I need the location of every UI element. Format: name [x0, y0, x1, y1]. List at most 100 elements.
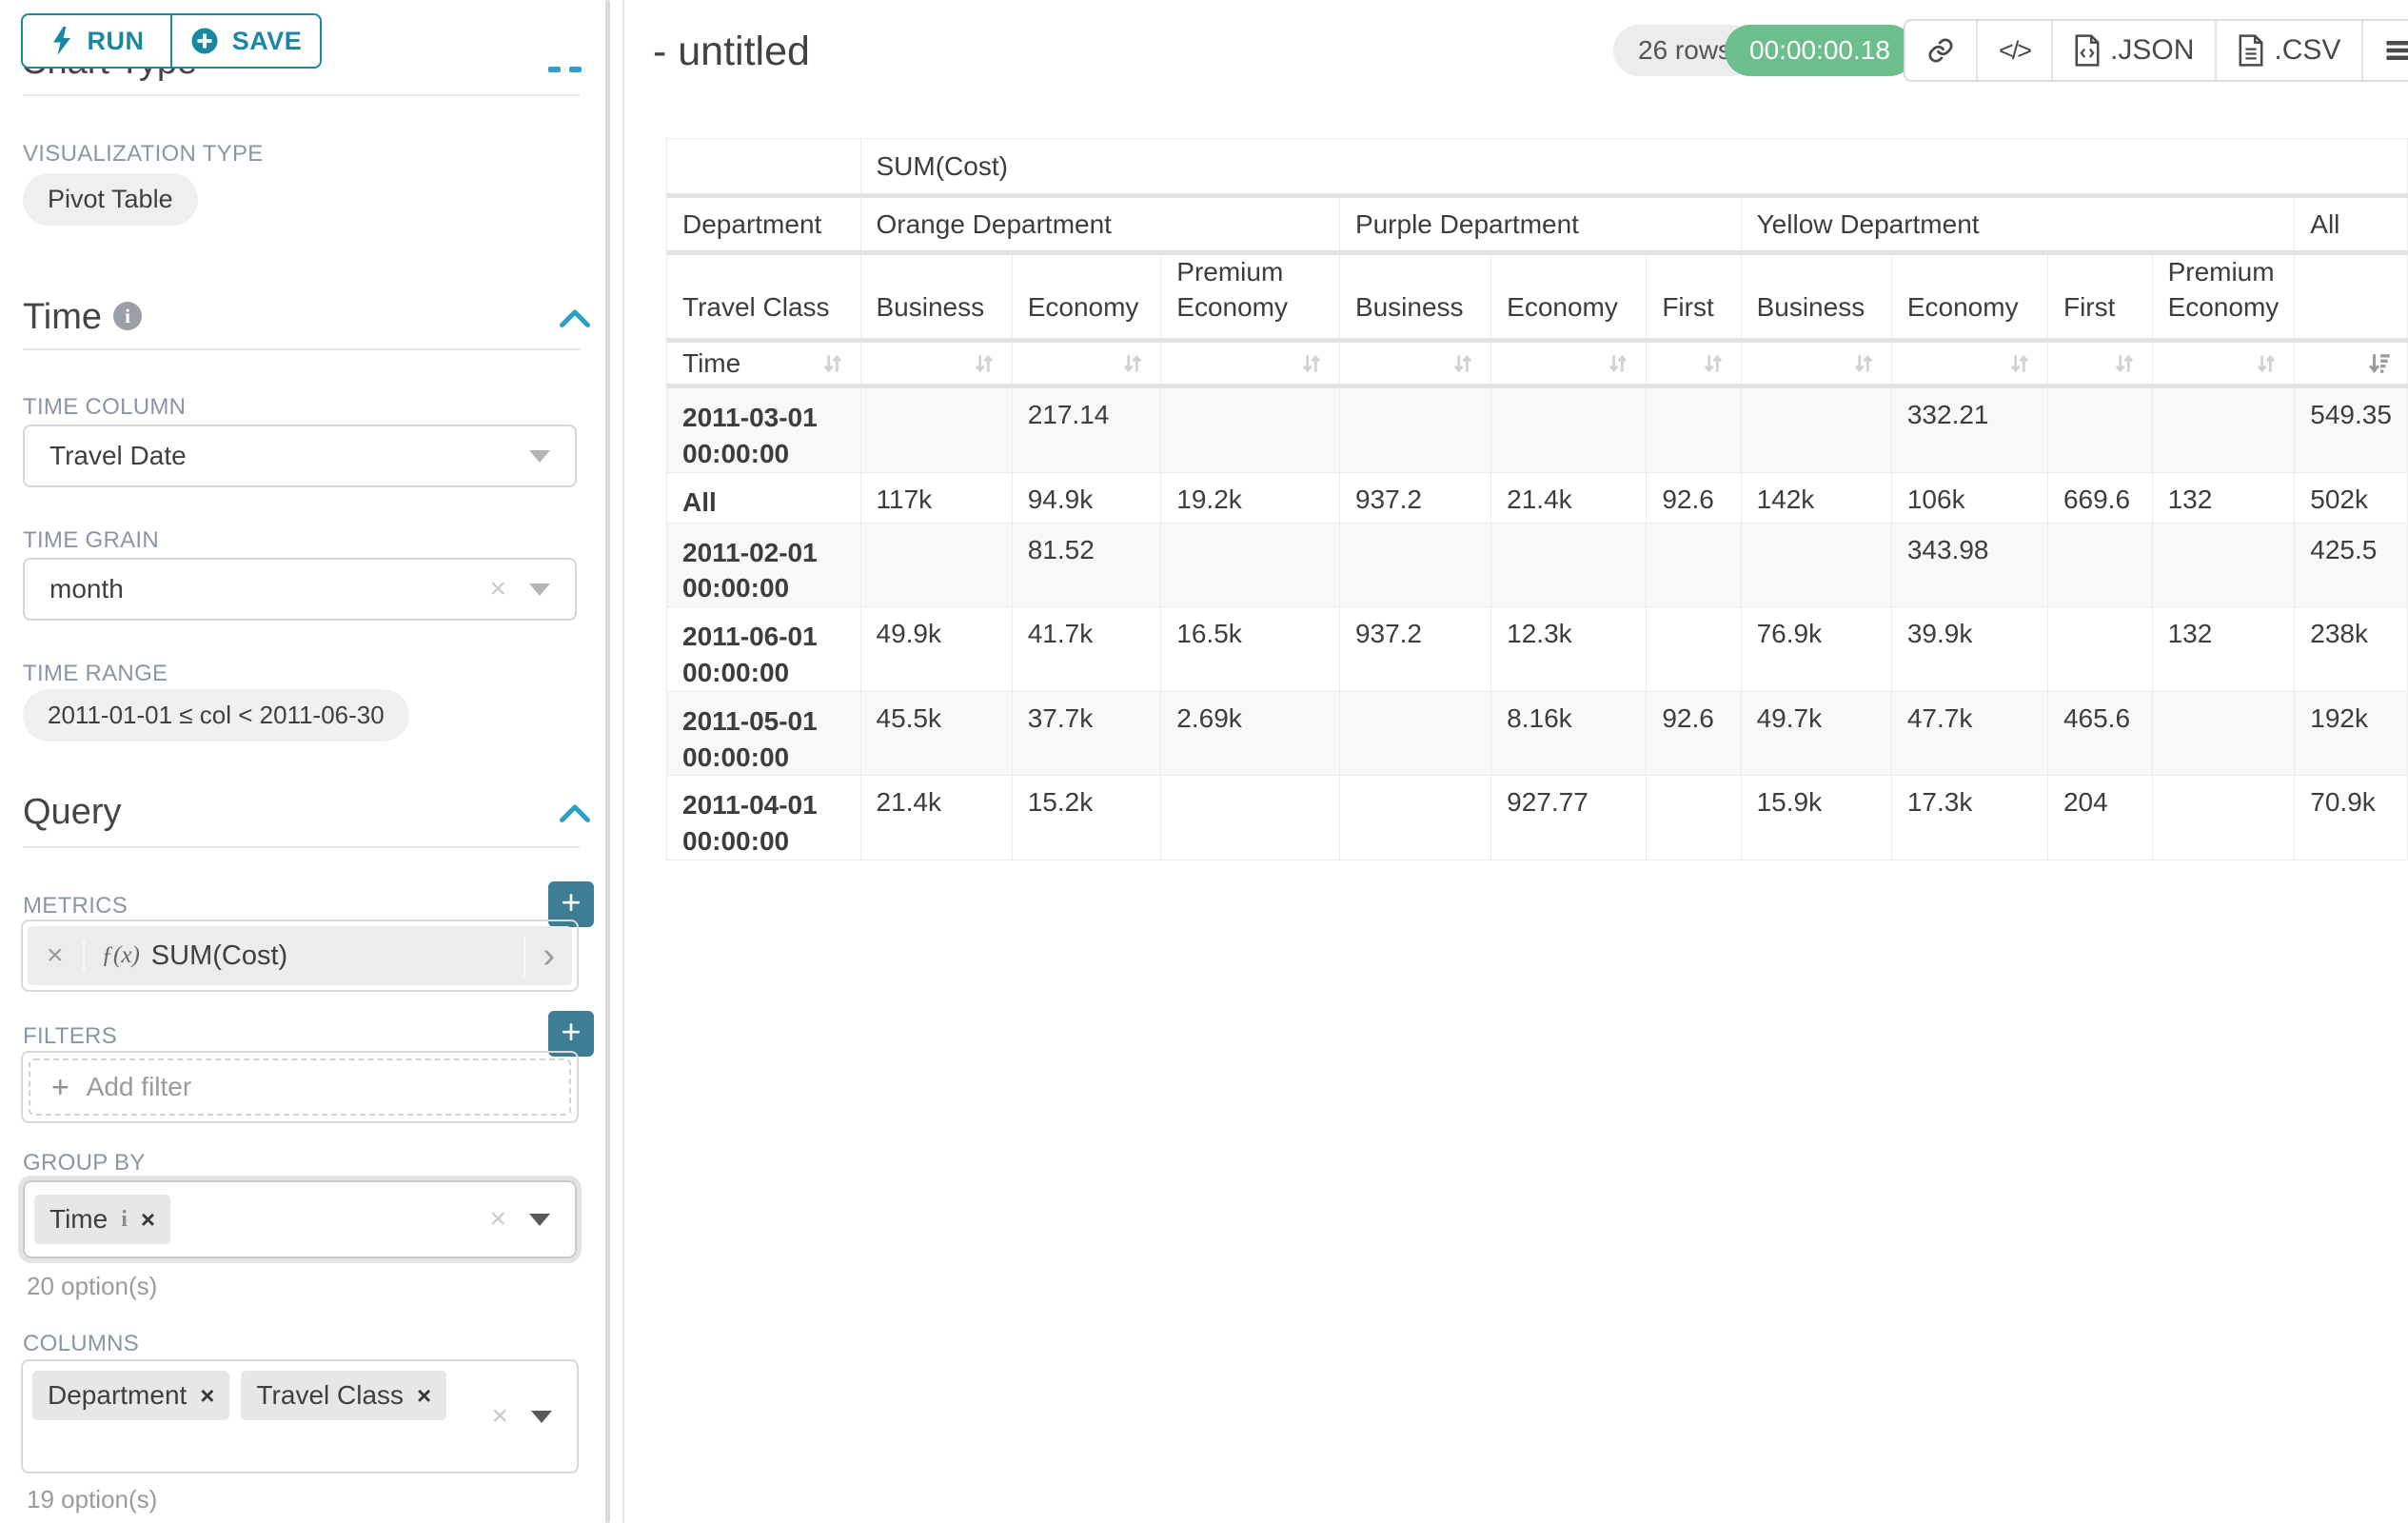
- time-range-value[interactable]: 2011-01-01 ≤ col < 2011-06-30: [23, 689, 409, 742]
- sidebar-scrollbar[interactable]: [605, 0, 610, 1523]
- remove-metric-icon[interactable]: ×: [28, 940, 85, 972]
- save-button[interactable]: SAVE: [171, 13, 322, 69]
- column-sort-cell[interactable]: [859, 340, 1013, 388]
- travel-class-header[interactable]: Economy: [1890, 252, 2048, 343]
- divider: [23, 348, 580, 350]
- info-icon[interactable]: i: [121, 1206, 128, 1232]
- value-cell: 76.9k: [1740, 606, 1892, 692]
- sort-icon[interactable]: [1851, 351, 1876, 376]
- embed-code-button[interactable]: </>: [1976, 21, 2051, 80]
- column-sort-cell[interactable]: [1740, 340, 1892, 388]
- metric-chip[interactable]: × ƒ(x) SUM(Cost) ›: [28, 926, 572, 985]
- dimension-tag[interactable]: Time i ×: [34, 1195, 171, 1244]
- travel-class-header[interactable]: Business: [1740, 252, 1892, 343]
- column-sort-cell[interactable]: [2151, 340, 2296, 388]
- time-grain-value: month: [49, 574, 124, 603]
- travel-class-header[interactable]: First: [2046, 252, 2153, 343]
- department-group-header[interactable]: Yellow Department: [1740, 195, 2296, 255]
- clear-icon[interactable]: ×: [491, 1400, 508, 1432]
- copy-link-button[interactable]: [1905, 21, 1976, 80]
- sort-icon[interactable]: [820, 351, 845, 376]
- travel-class-header[interactable]: Economy: [1490, 252, 1648, 343]
- column-sort-cell[interactable]: [1338, 340, 1492, 388]
- collapse-chevron-up-icon[interactable]: [558, 801, 592, 824]
- travel-class-header[interactable]: Premium Economy: [2151, 252, 2296, 343]
- panel-divider[interactable]: [622, 0, 624, 1523]
- travel-class-header[interactable]: [2294, 252, 2408, 343]
- sort-icon[interactable]: [1451, 351, 1475, 376]
- clear-icon[interactable]: ×: [489, 1203, 506, 1235]
- pivot-data-row: 2011-04-01 00:00:00 21.4k 15.2k 927.77 15.9k…: [666, 775, 2408, 860]
- sort-icon[interactable]: [2007, 351, 2032, 376]
- export-toolbar: </> .JSON .CSV: [1904, 19, 2408, 82]
- chart-title[interactable]: - untitled: [653, 29, 810, 74]
- export-json-label: .JSON: [2110, 34, 2195, 66]
- sort-icon[interactable]: [2254, 351, 2279, 376]
- query-section-heading: Query: [23, 792, 122, 832]
- info-icon[interactable]: i: [113, 302, 143, 330]
- group-by-select[interactable]: Time i × ×: [18, 1176, 582, 1263]
- columns-select[interactable]: Department × Travel Class × ×: [21, 1359, 579, 1474]
- row-dimension-sort-cell[interactable]: Time: [666, 340, 861, 388]
- value-cell: [859, 522, 1013, 608]
- sort-icon[interactable]: [1701, 351, 1726, 376]
- remove-tag-icon[interactable]: ×: [417, 1380, 432, 1410]
- time-column-select[interactable]: Travel Date: [23, 425, 577, 487]
- value-cell: [1740, 386, 1892, 473]
- more-options-button[interactable]: [2361, 21, 2408, 80]
- value-cell: 425.5: [2294, 522, 2408, 608]
- column-sort-cell[interactable]: [1160, 340, 1340, 388]
- travel-class-header[interactable]: Business: [859, 252, 1013, 343]
- column-sort-cell[interactable]: [1890, 340, 2048, 388]
- sort-icon[interactable]: [1120, 351, 1145, 376]
- value-cell: 47.7k: [1890, 690, 2048, 777]
- clipped-icon-remnant: [569, 67, 582, 72]
- travel-class-header[interactable]: Business: [1338, 252, 1492, 343]
- value-cell: 17.3k: [1890, 775, 2048, 860]
- dimension-tag-label: Travel Class: [256, 1380, 405, 1410]
- plus-circle-icon: [191, 28, 218, 54]
- sort-icon[interactable]: [1299, 351, 1324, 376]
- value-cell: 343.98: [1890, 522, 2048, 608]
- lightning-icon: [52, 27, 70, 55]
- department-group-header[interactable]: Orange Department: [859, 195, 1340, 255]
- sort-icon[interactable]: [1606, 351, 1630, 376]
- dimension-tag[interactable]: Travel Class ×: [241, 1371, 447, 1420]
- remove-tag-icon[interactable]: ×: [200, 1380, 215, 1410]
- sort-icon[interactable]: [972, 351, 997, 376]
- sort-icon[interactable]: [2112, 351, 2137, 376]
- clear-icon[interactable]: ×: [489, 573, 506, 604]
- travel-class-header[interactable]: First: [1646, 252, 1742, 343]
- column-sort-cell[interactable]: [1646, 340, 1742, 388]
- columns-label: COLUMNS: [23, 1331, 140, 1356]
- export-csv-button[interactable]: .CSV: [2215, 21, 2361, 80]
- dimension-tag-label: Department: [48, 1380, 188, 1410]
- collapse-chevron-up-icon[interactable]: [558, 307, 592, 329]
- value-cell: 92.6: [1646, 690, 1742, 777]
- department-group-header[interactable]: All: [2294, 195, 2408, 255]
- value-cell: 132: [2151, 471, 2296, 524]
- sort-desc-active-icon[interactable]: [2367, 351, 2392, 376]
- visualization-type-value[interactable]: Pivot Table: [23, 173, 198, 226]
- column-sort-cell[interactable]: [1011, 340, 1162, 388]
- value-cell: [2151, 386, 2296, 473]
- department-group-header[interactable]: Purple Department: [1338, 195, 1742, 255]
- value-cell: 39.9k: [1890, 606, 2048, 692]
- add-filter-plus-button[interactable]: +: [548, 1011, 594, 1057]
- chevron-right-icon[interactable]: ›: [523, 935, 572, 977]
- dimension-tag[interactable]: Department ×: [32, 1371, 230, 1420]
- run-button[interactable]: RUN: [21, 13, 171, 69]
- value-cell: [1740, 522, 1892, 608]
- add-filter-button[interactable]: + Add filter: [29, 1058, 571, 1116]
- group-by-label: GROUP BY: [23, 1150, 146, 1176]
- value-cell: 927.77: [1490, 775, 1648, 860]
- time-grain-select[interactable]: month ×: [23, 558, 577, 621]
- travel-class-header[interactable]: Premium Economy: [1160, 252, 1340, 343]
- column-sort-cell[interactable]: [2294, 340, 2408, 388]
- export-json-button[interactable]: .JSON: [2051, 21, 2215, 80]
- travel-class-header[interactable]: Economy: [1011, 252, 1162, 343]
- column-sort-cell[interactable]: [2046, 340, 2153, 388]
- remove-tag-icon[interactable]: ×: [140, 1204, 156, 1234]
- column-sort-cell[interactable]: [1490, 340, 1648, 388]
- json-file-icon: [2075, 34, 2100, 67]
